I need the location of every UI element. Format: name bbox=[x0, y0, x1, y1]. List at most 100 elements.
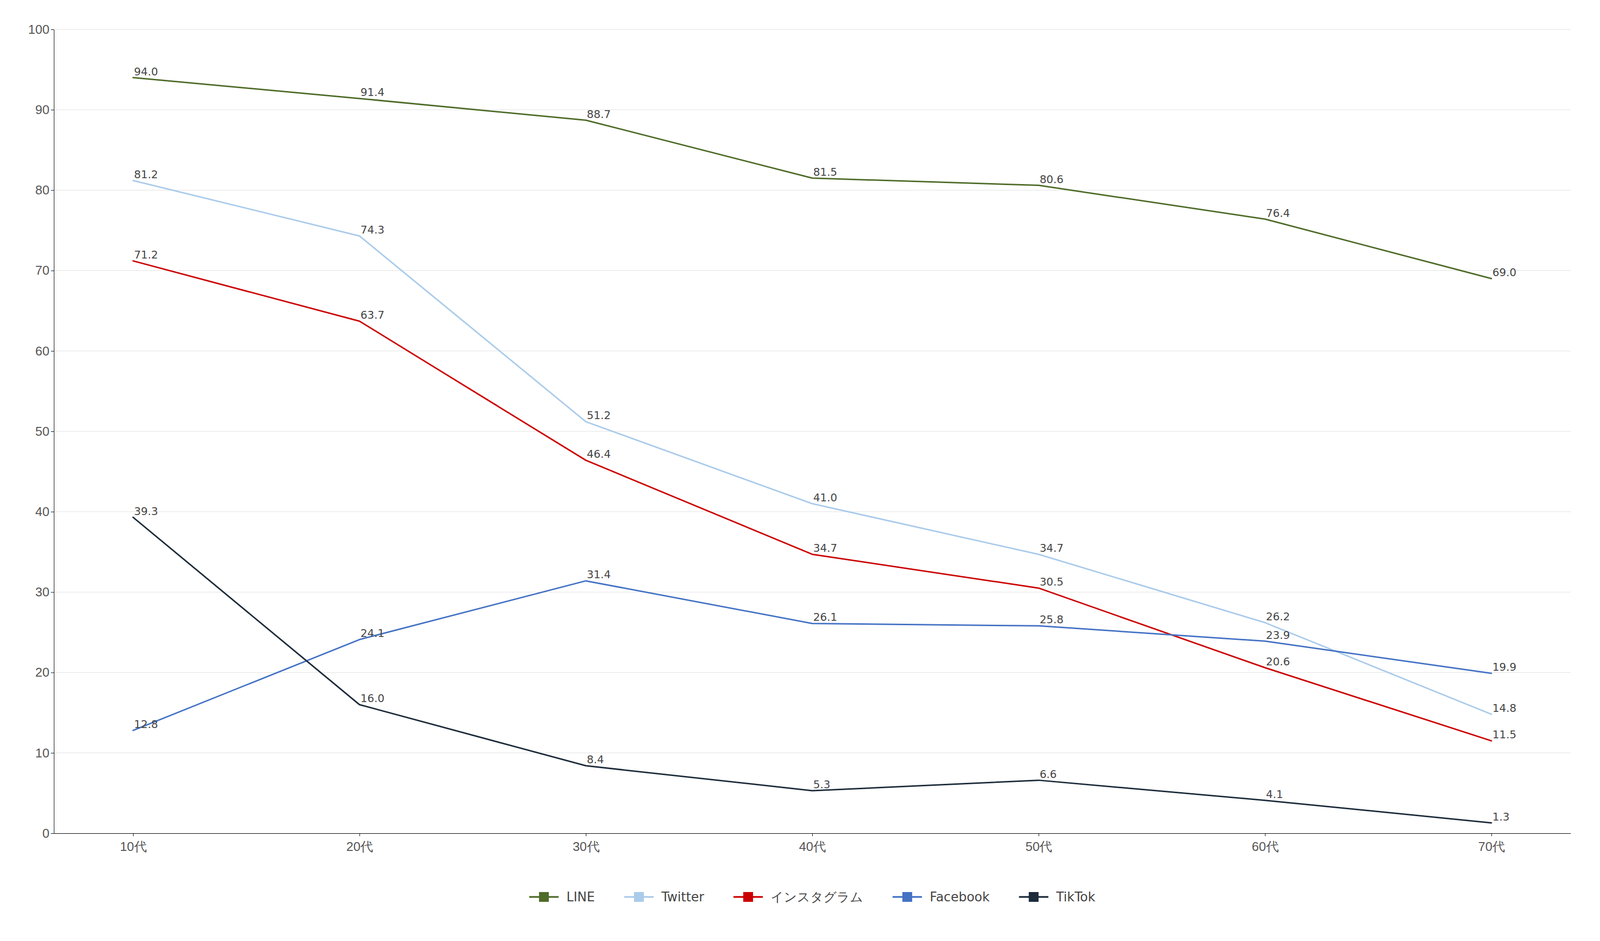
grid-line bbox=[53, 591, 1571, 593]
y-tick-mark bbox=[50, 431, 54, 432]
grid bbox=[53, 29, 1571, 834]
y-tick: 100 bbox=[28, 22, 54, 37]
data-label: 81.2 bbox=[134, 168, 159, 181]
y-tick-label: 10 bbox=[35, 745, 50, 761]
y-tick-mark bbox=[50, 833, 54, 834]
series-line bbox=[133, 77, 1492, 280]
y-tick-mark bbox=[50, 109, 54, 111]
legend-item: LINE bbox=[529, 889, 595, 905]
data-label: 1.3 bbox=[1492, 810, 1510, 824]
x-tick-label: 10代 bbox=[119, 839, 147, 854]
legend-label: インスタグラム bbox=[770, 889, 864, 905]
x-tick: 40代 bbox=[799, 833, 826, 854]
y-tick-mark bbox=[50, 189, 54, 191]
legend-label: LINE bbox=[566, 889, 595, 905]
grid-line bbox=[53, 350, 1571, 352]
x-tick: 60代 bbox=[1251, 833, 1279, 854]
data-label: 25.8 bbox=[1039, 613, 1064, 626]
data-label: 46.4 bbox=[587, 447, 612, 461]
data-label: 20.6 bbox=[1266, 655, 1291, 668]
y-tick: 80 bbox=[35, 182, 54, 198]
grid-line bbox=[53, 752, 1571, 753]
chart: 0 10 20 30 40 50 60 70 80 90 100 10代 20代 30代 40代 50代 60代… bbox=[0, 0, 1600, 941]
y-tick-mark bbox=[50, 591, 54, 593]
y-tick: 40 bbox=[35, 504, 54, 519]
y-tick-mark bbox=[50, 672, 54, 674]
x-tick-label: 20代 bbox=[346, 839, 374, 854]
series-line bbox=[133, 180, 1492, 715]
x-tick-label: 50代 bbox=[1025, 839, 1053, 854]
x-tick-mark bbox=[359, 833, 360, 837]
legend-swatch bbox=[539, 892, 549, 902]
x-tick-label: 40代 bbox=[799, 839, 826, 854]
x-tick-mark bbox=[812, 833, 813, 837]
data-label: 63.7 bbox=[360, 308, 385, 322]
x-tick-mark bbox=[586, 833, 587, 837]
data-label: 41.0 bbox=[813, 491, 838, 504]
y-tick-mark bbox=[50, 351, 54, 352]
series-line bbox=[133, 260, 1492, 741]
data-label: 12.8 bbox=[134, 718, 159, 731]
data-label: 23.9 bbox=[1266, 629, 1291, 642]
y-tick: 20 bbox=[35, 664, 54, 680]
legend-swatch bbox=[1028, 892, 1039, 902]
x-tick-label: 30代 bbox=[572, 839, 600, 854]
y-tick-label: 100 bbox=[28, 22, 50, 37]
x-tick-label: 70代 bbox=[1478, 839, 1506, 854]
y-tick: 30 bbox=[35, 584, 54, 600]
series-line bbox=[133, 517, 1492, 824]
y-tick-label: 50 bbox=[35, 423, 50, 439]
data-label: 14.8 bbox=[1492, 702, 1517, 715]
y-tick-mark bbox=[50, 511, 54, 513]
legend-swatch bbox=[634, 892, 644, 902]
legend-item: Facebook bbox=[892, 889, 990, 905]
y-tick-mark bbox=[50, 29, 54, 30]
data-label: 26.1 bbox=[813, 611, 838, 624]
y-tick-label: 70 bbox=[35, 262, 50, 278]
data-label: 24.1 bbox=[360, 627, 385, 640]
y-tick-label: 60 bbox=[35, 343, 50, 359]
grid-line bbox=[53, 431, 1571, 432]
y-axis: 0 10 20 30 40 50 60 70 80 90 100 bbox=[28, 22, 55, 841]
data-label: 19.9 bbox=[1492, 660, 1517, 674]
y-tick: 90 bbox=[35, 102, 54, 118]
grid-line bbox=[53, 672, 1571, 673]
x-tick: 30代 bbox=[572, 833, 600, 854]
series-lines bbox=[133, 77, 1492, 824]
y-tick-mark bbox=[50, 752, 54, 754]
data-label: 6.6 bbox=[1039, 768, 1057, 781]
grid-line bbox=[53, 109, 1571, 111]
y-tick: 70 bbox=[35, 262, 54, 278]
y-tick-label: 30 bbox=[35, 584, 50, 600]
y-tick-label: 90 bbox=[35, 102, 50, 118]
x-tick-mark bbox=[1491, 833, 1492, 837]
legend-swatch bbox=[743, 892, 753, 902]
data-label: 30.5 bbox=[1039, 575, 1064, 589]
data-label: 51.2 bbox=[587, 409, 612, 422]
y-tick-label: 40 bbox=[35, 504, 50, 519]
legend-item: Twitter bbox=[624, 889, 705, 905]
legend-label: Facebook bbox=[929, 889, 990, 905]
grid-line bbox=[53, 270, 1571, 271]
data-label: 80.6 bbox=[1039, 173, 1064, 186]
x-tick: 10代 bbox=[119, 833, 147, 854]
x-tick: 50代 bbox=[1025, 833, 1053, 854]
y-tick-label: 0 bbox=[42, 825, 50, 841]
x-tick: 20代 bbox=[346, 833, 374, 854]
legend-item: インスタグラム bbox=[733, 889, 864, 905]
y-tick: 60 bbox=[35, 343, 54, 359]
data-label: 34.7 bbox=[813, 541, 838, 555]
x-tick: 70代 bbox=[1478, 833, 1506, 854]
grid-line bbox=[53, 511, 1571, 513]
data-label: 16.0 bbox=[360, 692, 385, 705]
legend-item: TikTok bbox=[1018, 889, 1096, 905]
legend-label: TikTok bbox=[1055, 889, 1096, 905]
data-label: 11.5 bbox=[1492, 728, 1517, 741]
legend: LINE Twitter インスタグラム Facebook TikTok bbox=[529, 889, 1096, 905]
data-label: 39.3 bbox=[134, 505, 159, 518]
data-label: 94.0 bbox=[134, 65, 159, 78]
data-label: 81.5 bbox=[813, 165, 838, 179]
y-tick: 0 bbox=[42, 825, 54, 841]
grid-line bbox=[53, 29, 1571, 30]
y-tick: 10 bbox=[35, 745, 54, 761]
